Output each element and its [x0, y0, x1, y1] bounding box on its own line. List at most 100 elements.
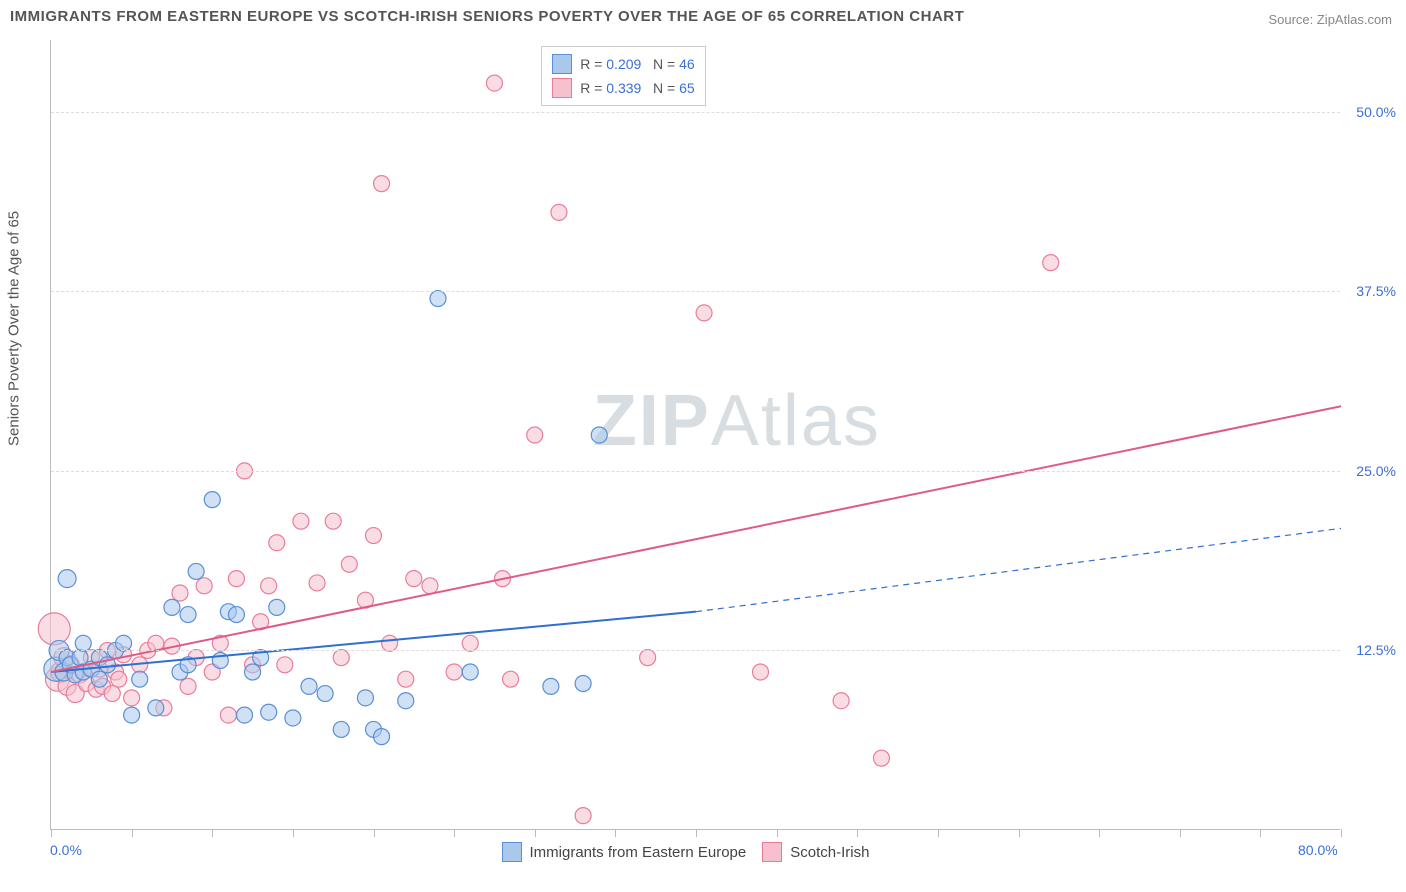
data-point	[374, 176, 390, 192]
x-tick	[1099, 829, 1100, 837]
data-point	[333, 650, 349, 666]
trend-line-blue-dashed	[696, 528, 1341, 611]
data-point	[228, 607, 244, 623]
data-point	[575, 808, 591, 824]
x-tick	[212, 829, 213, 837]
data-point	[104, 686, 120, 702]
data-point	[591, 427, 607, 443]
data-point	[374, 729, 390, 745]
gridline	[51, 471, 1340, 472]
data-point	[422, 578, 438, 594]
x-tick	[132, 829, 133, 837]
data-point	[833, 693, 849, 709]
data-point	[551, 204, 567, 220]
data-point	[75, 635, 91, 651]
legend-swatch	[762, 842, 782, 862]
x-tick	[938, 829, 939, 837]
y-tick-label: 25.0%	[1356, 463, 1396, 479]
data-point	[164, 599, 180, 615]
y-tick-label: 50.0%	[1356, 104, 1396, 120]
legend-series-item: Immigrants from Eastern Europe	[502, 842, 747, 862]
plot-svg	[51, 40, 1341, 830]
y-tick-label: 37.5%	[1356, 283, 1396, 299]
data-point	[753, 664, 769, 680]
data-point	[269, 599, 285, 615]
gridline	[51, 291, 1340, 292]
x-tick	[1341, 829, 1342, 837]
data-point	[366, 528, 382, 544]
data-point	[382, 635, 398, 651]
legend-correlation: R = 0.209 N = 46 R = 0.339 N = 65	[541, 46, 705, 106]
trend-line-pink	[51, 406, 1341, 672]
data-point	[398, 671, 414, 687]
x-tick	[696, 829, 697, 837]
data-point	[357, 690, 373, 706]
x-tick	[535, 829, 536, 837]
data-point	[261, 578, 277, 594]
data-point	[111, 671, 127, 687]
data-point	[430, 291, 446, 307]
data-point	[148, 700, 164, 716]
data-point	[527, 427, 543, 443]
data-point	[503, 671, 519, 687]
legend-swatch	[502, 842, 522, 862]
data-point	[180, 678, 196, 694]
data-point	[1043, 255, 1059, 271]
x-tick	[857, 829, 858, 837]
legend-correlation-text: R = 0.209 N = 46	[580, 56, 694, 72]
data-point	[462, 664, 478, 680]
data-point	[204, 492, 220, 508]
data-point	[341, 556, 357, 572]
data-point	[91, 671, 107, 687]
data-point	[172, 585, 188, 601]
data-point	[58, 570, 76, 588]
legend-series-label: Immigrants from Eastern Europe	[530, 844, 747, 861]
x-tick	[454, 829, 455, 837]
x-tick	[1260, 829, 1261, 837]
y-axis-label: Seniors Poverty Over the Age of 65	[6, 211, 23, 446]
data-point	[486, 75, 502, 91]
source-label: Source: ZipAtlas.com	[1268, 12, 1392, 27]
data-point	[333, 721, 349, 737]
data-point	[293, 513, 309, 529]
x-tick	[374, 829, 375, 837]
data-point	[124, 690, 140, 706]
legend-swatch	[552, 78, 572, 98]
x-axis-max-label: 80.0%	[1298, 842, 1338, 858]
data-point	[543, 678, 559, 694]
y-tick-label: 12.5%	[1356, 642, 1396, 658]
data-point	[873, 750, 889, 766]
data-point	[245, 664, 261, 680]
x-tick	[777, 829, 778, 837]
data-point	[220, 707, 236, 723]
data-point	[261, 704, 277, 720]
x-tick	[293, 829, 294, 837]
x-axis-min-label: 0.0%	[50, 842, 82, 858]
gridline	[51, 650, 1340, 651]
data-point	[406, 571, 422, 587]
x-tick	[1180, 829, 1181, 837]
legend-swatch	[552, 54, 572, 74]
legend-series-label: Scotch-Irish	[790, 844, 869, 861]
data-point	[575, 675, 591, 691]
data-point	[196, 578, 212, 594]
data-point	[640, 650, 656, 666]
legend-series-item: Scotch-Irish	[762, 842, 869, 862]
data-point	[462, 635, 478, 651]
data-point	[116, 635, 132, 651]
data-point	[277, 657, 293, 673]
data-point	[180, 607, 196, 623]
data-point	[237, 707, 253, 723]
data-point	[38, 613, 70, 645]
plot-area: ZIPAtlas R = 0.209 N = 46R = 0.339 N = 6…	[50, 40, 1340, 830]
data-point	[325, 513, 341, 529]
legend-correlation-row: R = 0.339 N = 65	[552, 76, 694, 100]
data-point	[188, 563, 204, 579]
data-point	[124, 707, 140, 723]
x-tick	[1019, 829, 1020, 837]
data-point	[132, 671, 148, 687]
x-tick	[615, 829, 616, 837]
data-point	[269, 535, 285, 551]
gridline	[51, 112, 1340, 113]
data-point	[301, 678, 317, 694]
